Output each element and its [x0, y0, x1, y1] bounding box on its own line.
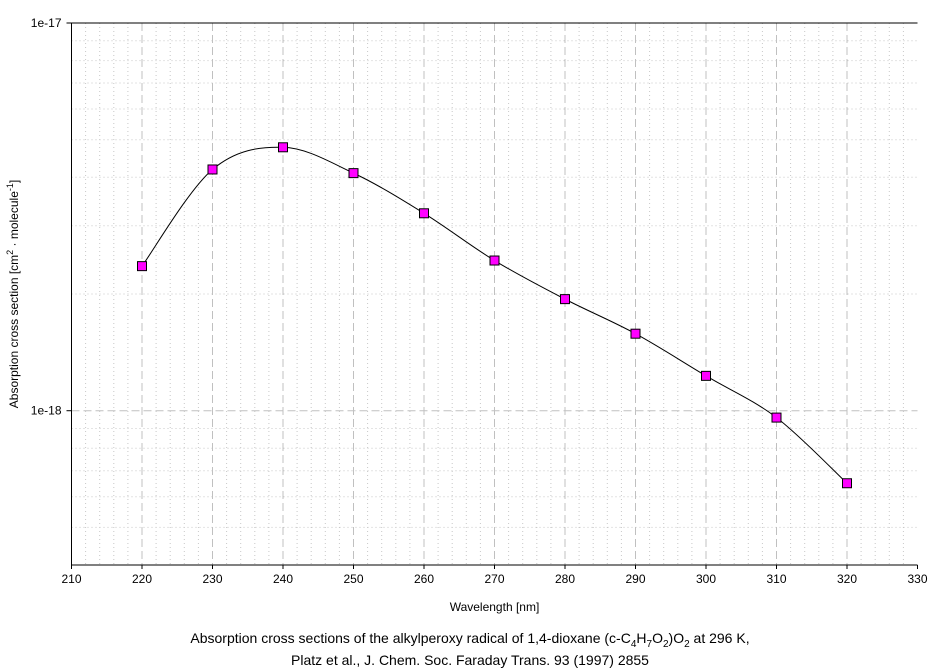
caption-sub: 2 — [662, 638, 669, 650]
data-point — [560, 294, 570, 305]
chart: 210 220 230 240 250 260 270 280 290 300 310 320 330 1… — [5, 16, 928, 614]
data-point — [701, 370, 711, 381]
data-point — [489, 255, 500, 266]
x-tick-label: 290 — [625, 572, 645, 586]
y-axis-label-part: Absorption cross section [cm — [7, 255, 21, 408]
caption-text: O — [652, 630, 663, 646]
x-tick-label: 210 — [61, 572, 81, 586]
y-axis-label-part: 2 — [5, 250, 15, 255]
x-tick-label: 330 — [907, 572, 927, 586]
x-tick-label: 310 — [766, 572, 786, 586]
caption-sub: 7 — [646, 638, 653, 650]
data-point — [630, 328, 641, 339]
x-tick-label: 300 — [696, 572, 716, 586]
x-tick-label: 320 — [837, 572, 857, 586]
caption-sub: 4 — [630, 638, 637, 650]
y-axis-label-part: ] — [7, 180, 21, 183]
caption-text: Absorption cross sections of the alkylpe… — [190, 630, 631, 646]
x-tick-label: 220 — [132, 572, 152, 586]
data-point — [348, 168, 359, 179]
caption-text: )O — [668, 630, 685, 646]
x-axis-label: Wavelength [nm] — [450, 600, 540, 614]
y-tick-label: 1e-18 — [31, 404, 62, 418]
data-point — [419, 208, 429, 219]
x-tick-label: 270 — [484, 572, 504, 586]
data-point — [278, 142, 288, 153]
x-tick-label: 280 — [555, 572, 575, 586]
x-tick-label: 230 — [202, 572, 222, 586]
x-tick-label: 250 — [343, 572, 363, 586]
y-tick-label: 1e-17 — [31, 16, 62, 30]
data-point — [137, 261, 147, 272]
x-tick-label: 260 — [414, 572, 434, 586]
caption-text: H — [636, 630, 647, 646]
caption-line-1: Absorption cross sections of the alkylpe… — [0, 630, 940, 650]
y-axis-label-part: -1 — [5, 183, 15, 191]
y-axis-label-part: · molecule — [7, 191, 21, 250]
caption-text: at 296 K, — [689, 630, 750, 646]
caption-sub: 2 — [684, 638, 690, 650]
y-axis-label: Absorption cross section [cm2 · molecule… — [5, 180, 21, 408]
data-point — [207, 164, 218, 175]
x-tick-label: 240 — [273, 572, 293, 586]
data-point — [771, 412, 782, 423]
caption-line-2: Platz et al., J. Chem. Soc. Faraday Tran… — [291, 652, 649, 668]
data-point — [842, 478, 852, 489]
